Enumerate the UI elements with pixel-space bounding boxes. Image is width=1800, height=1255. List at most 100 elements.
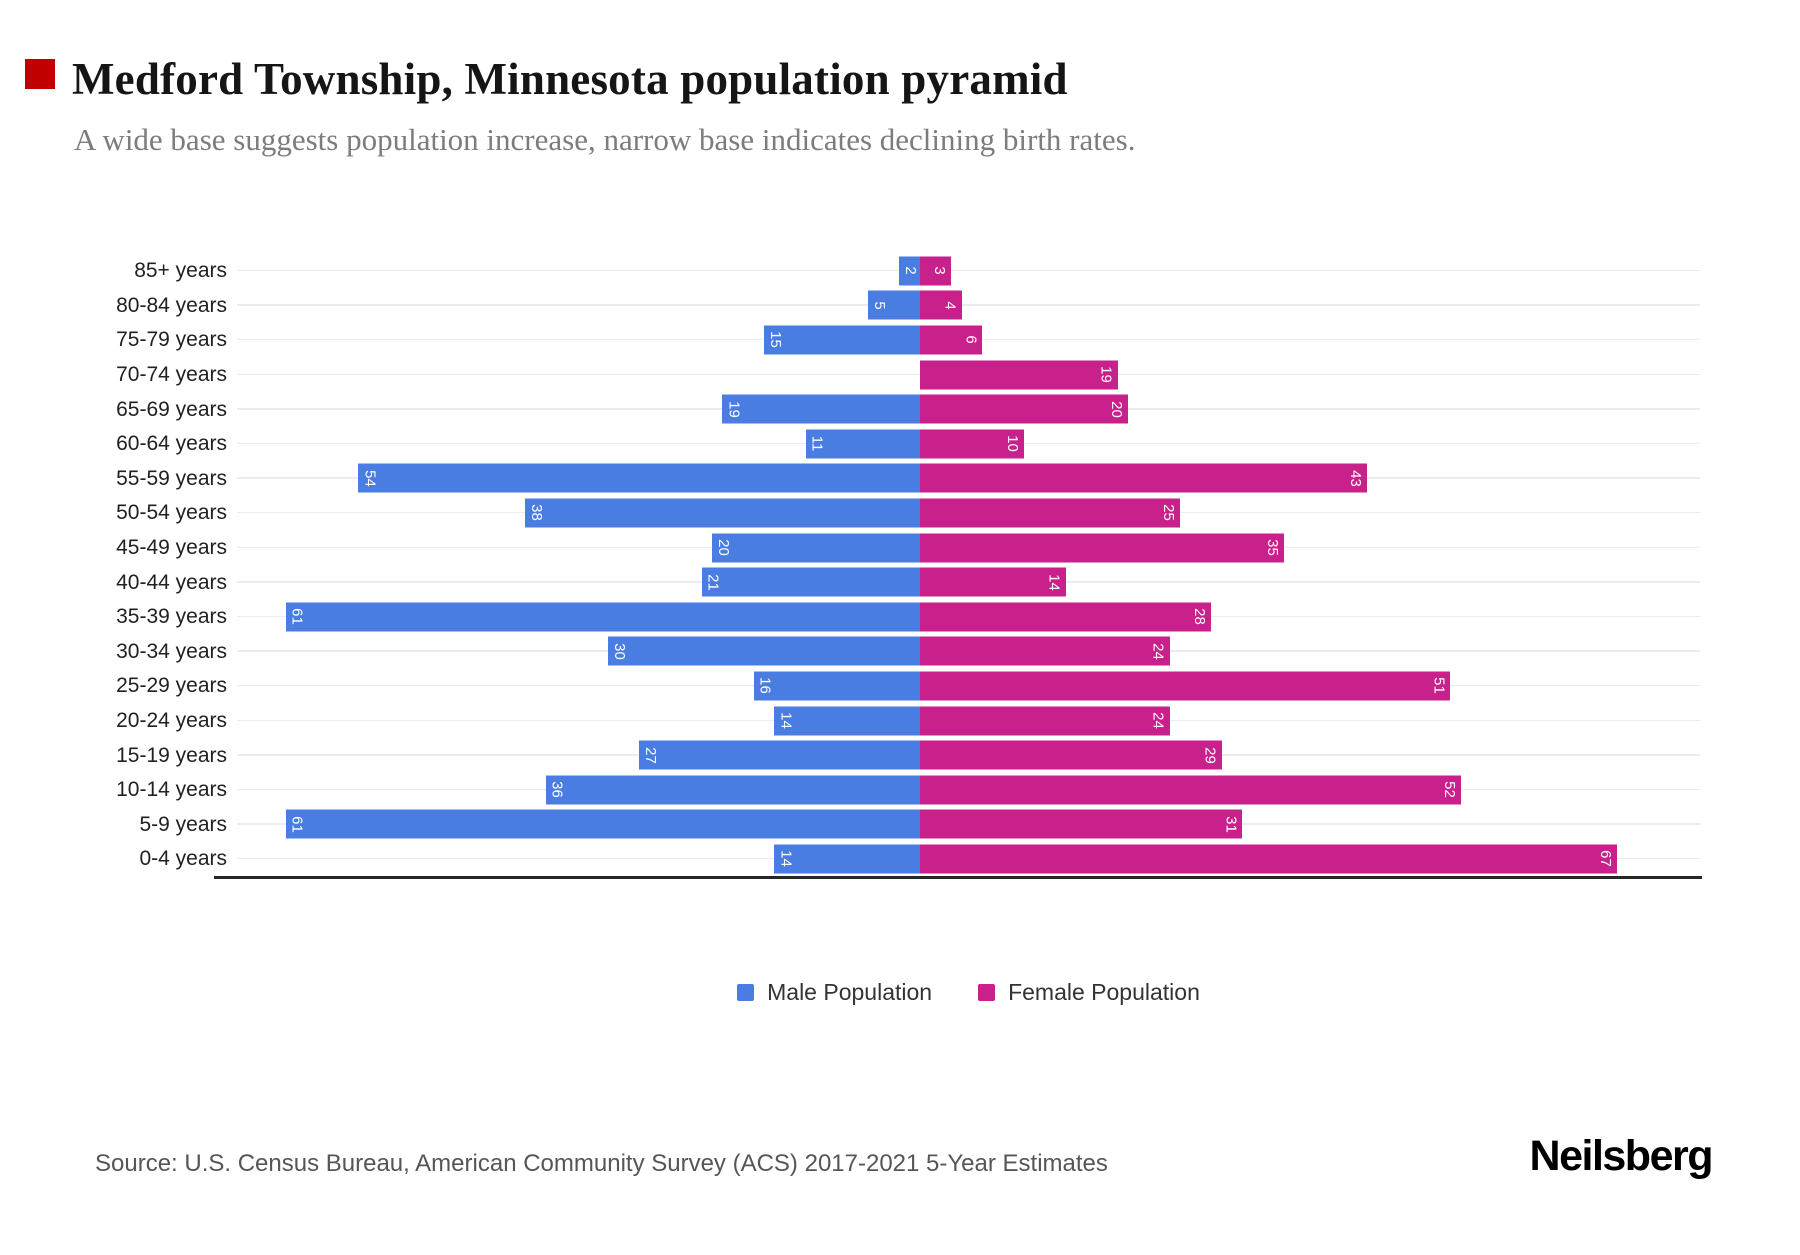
male-legend-label: Male Population xyxy=(767,979,933,1006)
footer: Source: U.S. Census Bureau, American Com… xyxy=(0,1135,1800,1178)
female-bar[interactable]: 43 xyxy=(920,463,1368,493)
age-group-label: 55-59 years xyxy=(116,466,227,490)
age-group-label: 35-39 years xyxy=(116,605,227,629)
female-value-label: 6 xyxy=(962,335,980,345)
female-bar[interactable]: 28 xyxy=(920,602,1212,632)
female-value-label: 51 xyxy=(1430,677,1448,695)
female-bar[interactable]: 35 xyxy=(920,533,1284,563)
male-value-label: 15 xyxy=(767,331,784,349)
female-bar[interactable]: 10 xyxy=(920,429,1024,459)
male-bar[interactable]: 20 xyxy=(712,533,920,563)
male-value-label: 38 xyxy=(527,504,545,522)
male-value-label: 2 xyxy=(902,266,920,275)
female-value-label: 3 xyxy=(931,266,949,275)
legend-item-male[interactable]: Male Population xyxy=(737,979,932,1006)
male-bar[interactable]: 61 xyxy=(285,602,920,632)
female-value-label: 19 xyxy=(1097,366,1115,383)
male-value-label: 11 xyxy=(808,435,826,452)
male-bar[interactable]: 5 xyxy=(868,290,920,320)
female-value-label: 20 xyxy=(1108,400,1125,418)
pyramid-row: 0-4 years 14 67 xyxy=(0,842,1800,877)
pyramid-row: 35-39 years 61 28 xyxy=(0,599,1800,634)
female-value-label: 31 xyxy=(1222,815,1240,833)
pyramid-row: 45-49 years 20 35 xyxy=(0,530,1800,565)
female-value-label: 35 xyxy=(1264,539,1281,556)
male-bar[interactable]: 16 xyxy=(753,671,920,701)
pyramid-row: 30-34 years 30 24 xyxy=(0,634,1800,669)
female-value-label: 43 xyxy=(1347,470,1365,487)
female-bar[interactable]: 14 xyxy=(920,567,1066,597)
female-value-label: 25 xyxy=(1160,504,1177,522)
male-bar[interactable]: 14 xyxy=(774,844,920,874)
pyramid-row: 65-69 years 19 20 xyxy=(0,392,1800,427)
pyramid-rows: 85+ years 2 3 80-84 years 5 4 75-79 years 15 6 70… xyxy=(0,254,1800,877)
legend: Male Population Female Population xyxy=(237,979,1700,1006)
pyramid-row: 60-64 years 11 10 xyxy=(0,426,1800,461)
male-value-label: 21 xyxy=(704,573,722,591)
male-value-label: 61 xyxy=(288,815,306,833)
female-bar[interactable]: 19 xyxy=(920,360,1118,390)
female-bar[interactable]: 31 xyxy=(920,809,1243,839)
female-legend-swatch-icon xyxy=(978,984,996,1002)
pyramid-row: 10-14 years 36 52 xyxy=(0,772,1800,807)
female-value-label: 10 xyxy=(1004,435,1021,453)
age-group-label: 80-84 years xyxy=(116,293,227,317)
pyramid-row: 70-74 years 19 xyxy=(0,357,1800,392)
chart-subtitle: A wide base suggests population increase… xyxy=(74,121,1136,157)
female-legend-label: Female Population xyxy=(1008,979,1200,1006)
male-value-label: 14 xyxy=(777,712,795,729)
legend-item-female[interactable]: Female Population xyxy=(978,979,1200,1006)
female-bar[interactable]: 67 xyxy=(920,844,1617,874)
male-bar[interactable]: 38 xyxy=(524,498,920,528)
female-bar[interactable]: 52 xyxy=(920,775,1461,805)
male-value-label: 54 xyxy=(361,470,379,487)
female-value-label: 14 xyxy=(1045,573,1063,591)
pyramid-row: 85+ years 2 3 xyxy=(0,254,1800,289)
male-bar[interactable]: 54 xyxy=(358,463,920,493)
age-group-label: 65-69 years xyxy=(116,397,227,421)
male-value-label: 30 xyxy=(611,642,628,660)
male-bar[interactable]: 30 xyxy=(608,636,920,666)
male-bar[interactable]: 2 xyxy=(899,256,920,286)
male-bar[interactable]: 14 xyxy=(774,706,920,736)
female-bar[interactable]: 24 xyxy=(920,636,1170,666)
age-group-label: 60-64 years xyxy=(116,432,227,456)
male-value-label: 5 xyxy=(871,301,888,310)
female-value-label: 24 xyxy=(1149,642,1167,660)
female-bar[interactable]: 29 xyxy=(920,740,1222,770)
male-bar[interactable]: 27 xyxy=(639,740,920,770)
pyramid-row: 75-79 years 15 6 xyxy=(0,323,1800,358)
male-value-label: 14 xyxy=(777,850,795,868)
male-legend-swatch-icon xyxy=(737,984,755,1002)
pyramid-row: 50-54 years 38 25 xyxy=(0,496,1800,531)
female-value-label: 28 xyxy=(1191,608,1209,626)
male-value-label: 36 xyxy=(548,781,566,799)
female-bar[interactable]: 6 xyxy=(920,325,983,355)
female-bar[interactable]: 24 xyxy=(920,706,1170,736)
pyramid-row: 15-19 years 27 29 xyxy=(0,738,1800,773)
female-bar[interactable]: 3 xyxy=(920,256,952,286)
male-bar[interactable]: 36 xyxy=(545,775,920,805)
age-group-label: 45-49 years xyxy=(116,536,227,560)
pyramid-row: 5-9 years 61 31 xyxy=(0,807,1800,842)
pyramid-row: 20-24 years 14 24 xyxy=(0,703,1800,738)
female-value-label: 52 xyxy=(1440,781,1458,799)
female-bar[interactable]: 4 xyxy=(920,290,962,320)
age-group-label: 30-34 years xyxy=(116,639,227,663)
female-value-label: 29 xyxy=(1201,746,1219,764)
female-bar[interactable]: 51 xyxy=(920,671,1451,701)
age-group-label: 25-29 years xyxy=(116,674,227,698)
male-bar[interactable]: 15 xyxy=(764,325,920,355)
female-bar[interactable]: 20 xyxy=(920,394,1128,424)
male-value-label: 20 xyxy=(715,539,732,556)
brand-logo[interactable]: Neilsberg xyxy=(1529,1132,1714,1180)
female-bar[interactable]: 25 xyxy=(920,498,1180,528)
corner-marker xyxy=(25,59,55,89)
pyramid-row: 25-29 years 16 51 xyxy=(0,669,1800,704)
male-bar[interactable]: 61 xyxy=(285,809,920,839)
male-bar[interactable]: 19 xyxy=(722,394,920,424)
male-bar[interactable]: 21 xyxy=(701,567,920,597)
male-bar[interactable]: 11 xyxy=(805,429,920,459)
age-group-label: 0-4 years xyxy=(139,847,227,871)
age-group-label: 20-24 years xyxy=(116,709,227,733)
